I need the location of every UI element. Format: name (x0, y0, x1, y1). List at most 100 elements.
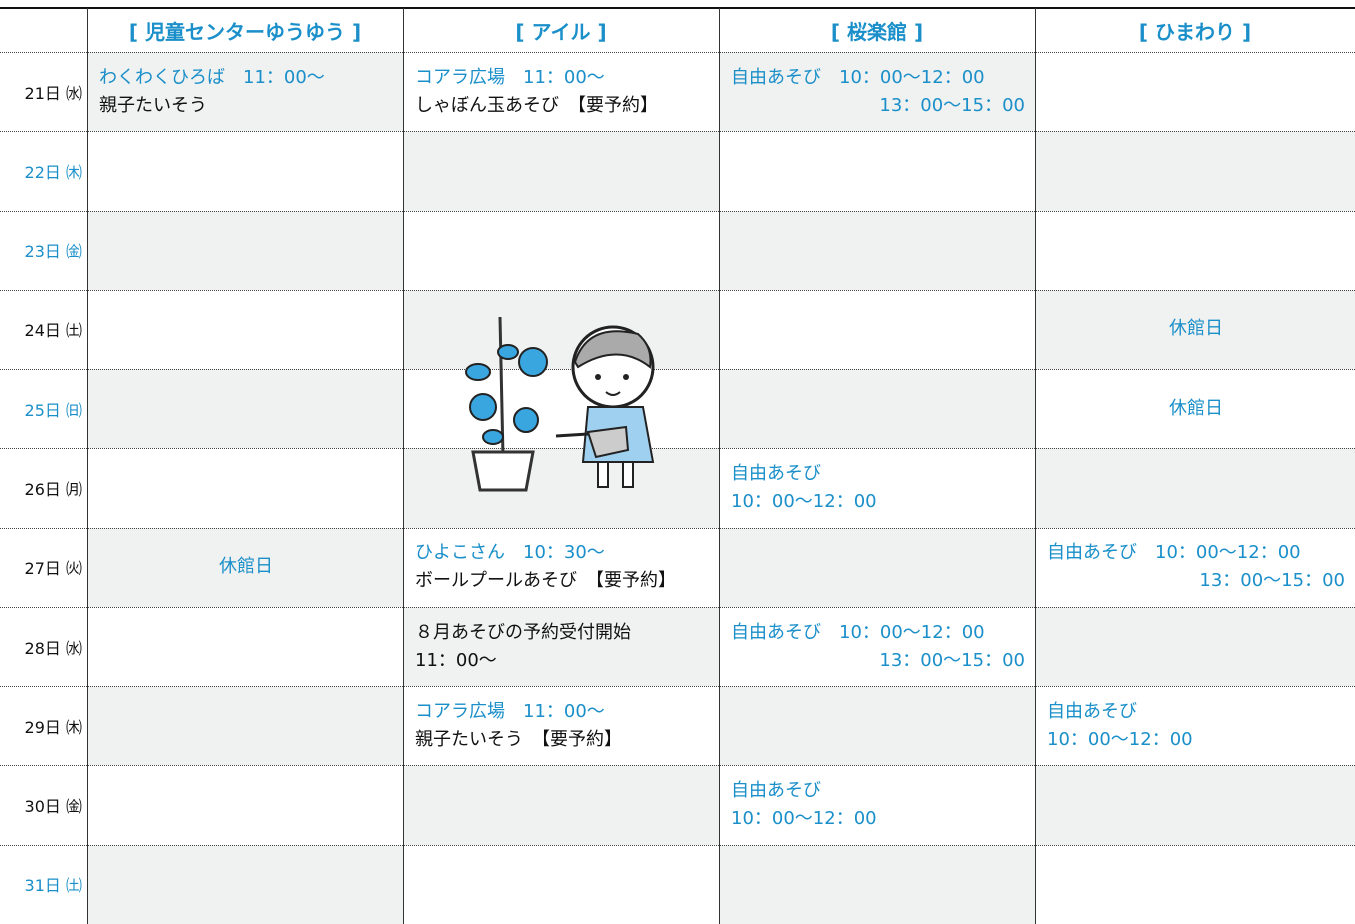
event-line: わくわくひろば 11：00～ (99, 66, 325, 88)
event-line: 休館日 (1169, 397, 1223, 419)
schedule-cell: コアラ広場 11：00～ 親子たいそう 【要予約】 (403, 686, 719, 766)
schedule-cell: ひよこさん 10：30～ ボールプールあそび 【要予約】 (403, 527, 719, 607)
schedule-cell: わくわくひろば 11：00～ 親子たいそう (87, 52, 403, 132)
row-divider (0, 765, 1355, 767)
schedule-cell (87, 289, 403, 370)
row-divider (0, 52, 1355, 53)
schedule-cell: 自由あそび 10：00～12：00 13：00～15：00 (719, 52, 1035, 132)
date-label: 30日 ㈮ (24, 797, 82, 817)
event-line: 10：00～12：00 (731, 490, 877, 512)
schedule-cell (403, 289, 719, 370)
schedule-cell (719, 131, 1035, 211)
column-header: [ アイル ] (515, 19, 607, 44)
event-line: 親子たいそう (99, 94, 207, 116)
schedule-cell: 自由あそび 10：00～12：00 (719, 765, 1035, 845)
schedule-cell: 自由あそび 10：00～12：00 (1035, 686, 1355, 766)
event-line: ボールプールあそび 【要予約】 (415, 570, 676, 592)
date-label: 25日 ㈰ (24, 400, 82, 420)
schedule-cell (87, 369, 403, 449)
schedule-cell: ８月あそびの予約受付開始 11：00～ (403, 606, 719, 687)
row-divider (0, 606, 1355, 608)
event-line: ８月あそびの予約受付開始 (415, 621, 631, 643)
schedule-cell: 自由あそび 10：00～12：00 (719, 448, 1035, 528)
schedule-cell (403, 765, 719, 845)
event-line: 自由あそび (731, 780, 821, 802)
date-label: 24日 ㈯ (24, 321, 82, 341)
date-label: 27日 ㈫ (24, 559, 82, 579)
column-divider (403, 8, 404, 924)
schedule-cell: コアラ広場 11：00～ しゃぼん玉あそび 【要予約】 (403, 52, 719, 132)
date-label: 26日 ㈪ (24, 479, 82, 499)
row-divider (0, 210, 1355, 212)
column-header: [ ひまわり ] (1138, 19, 1252, 44)
event-line: 自由あそび 10：00～12：00 (731, 66, 985, 88)
event-line: 自由あそび 10：00～12：00 (1047, 542, 1301, 564)
row-divider (0, 448, 1355, 450)
event-line: コアラ広場 11：00～ (415, 700, 605, 722)
event-line: ひよこさん 10：30～ (415, 542, 605, 564)
date-label: 28日 ㈬ (24, 638, 82, 658)
schedule-cell (403, 131, 719, 211)
schedule-cell (1035, 52, 1355, 132)
schedule-cell (87, 844, 403, 924)
schedule-cell (719, 369, 1035, 449)
event-line: 休館日 (1169, 318, 1223, 340)
schedule-cell (87, 448, 403, 528)
schedule-cell (719, 844, 1035, 924)
row-divider (0, 686, 1355, 688)
column-divider (1035, 8, 1036, 924)
row-divider (0, 289, 1355, 291)
schedule-cell: 休館日 (87, 527, 403, 607)
row-divider (0, 369, 1355, 371)
schedule-cell: 休館日 (1035, 289, 1355, 370)
date-label: 31日 ㈯ (24, 876, 82, 896)
column-header: [ 桜楽館 ] (830, 19, 924, 44)
column-header: [ 児童センターゆうゆう ] (128, 19, 362, 44)
row-divider (0, 131, 1355, 133)
schedule-cell (1035, 131, 1355, 211)
schedule-cell (87, 686, 403, 766)
event-line: 自由あそび (1047, 700, 1137, 722)
schedule-cell (1035, 210, 1355, 290)
event-line: 13：00～15：00 (879, 94, 1025, 116)
schedule-cell (87, 765, 403, 845)
schedule-cell: 自由あそび 10：00～12：00 13：00～15：00 (719, 606, 1035, 687)
date-label: 21日 ㈬ (24, 83, 82, 103)
schedule-cell (1035, 448, 1355, 528)
top-rule (0, 7, 1355, 9)
schedule-cell: 休館日 (1035, 369, 1355, 449)
date-label: 23日 ㈮ (24, 242, 82, 262)
event-line: 10：00～12：00 (1047, 728, 1193, 750)
schedule-cell (719, 527, 1035, 607)
date-label: 22日 ㈭ (24, 162, 82, 182)
row-divider (0, 527, 1355, 529)
event-line: 13：00～15：00 (1199, 570, 1345, 592)
event-line: 親子たいそう 【要予約】 (415, 728, 622, 750)
event-line: 11：00～ (415, 649, 497, 671)
schedule-cell (87, 131, 403, 211)
illustration (465, 316, 655, 492)
event-line: 10：00～12：00 (731, 808, 877, 830)
event-line: 休館日 (219, 556, 273, 578)
schedule-cell (719, 289, 1035, 370)
event-line: コアラ広場 11：00～ (415, 66, 605, 88)
schedule-cell (403, 448, 719, 528)
schedule-cell (403, 844, 719, 924)
schedule-cell (1035, 844, 1355, 924)
event-line: 自由あそび (731, 462, 821, 484)
event-line: 13：00～15：00 (879, 649, 1025, 671)
column-divider (87, 8, 88, 924)
schedule-cell (719, 210, 1035, 290)
date-label: 29日 ㈭ (24, 717, 82, 737)
schedule-cell (87, 210, 403, 290)
row-divider (0, 844, 1355, 846)
event-line: しゃぼん玉あそび 【要予約】 (415, 94, 658, 116)
schedule-cell (719, 686, 1035, 766)
schedule-cell: 自由あそび 10：00～12：00 13：00～15：00 (1035, 527, 1355, 607)
column-divider (719, 8, 720, 924)
schedule-cell (1035, 606, 1355, 687)
schedule-cell (87, 606, 403, 687)
event-line: 自由あそび 10：00～12：00 (731, 621, 985, 643)
schedule-cell (1035, 765, 1355, 845)
